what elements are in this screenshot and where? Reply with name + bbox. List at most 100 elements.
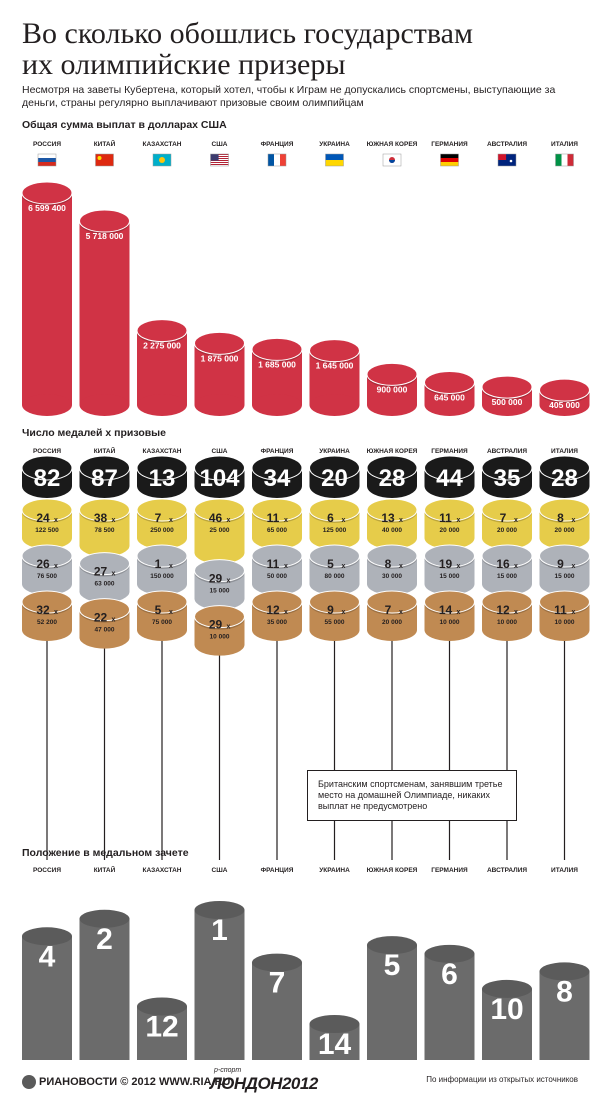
country-label-payout: ГЕРМАНИЯ [431, 141, 468, 148]
bronze-count-label: 12 [496, 603, 510, 617]
rank-label: 12 [145, 1010, 178, 1043]
country-label-rank: КАЗАХСТАН [143, 867, 182, 874]
payout-value-label: 645 000 [434, 392, 465, 402]
bronze-prize-label: 55 000 [325, 619, 345, 626]
silver-prize-label: 80 000 [325, 573, 345, 580]
russia-flag [37, 153, 57, 167]
gold-count-label: 13 [381, 511, 395, 525]
rank-label: 6 [441, 958, 458, 991]
gold-prize-label: 40 000 [382, 527, 402, 534]
sport-big-label: ЛОНДОН2012 [210, 1074, 318, 1093]
times-sign: х [227, 517, 231, 524]
silver-prize-label: 76 500 [37, 573, 57, 580]
title-line-1: Во сколько обошлись государствам [22, 17, 473, 50]
bronze-prize-label: 52 200 [37, 619, 57, 626]
total-medals-disk [481, 455, 533, 498]
gold-prize-label: 125 000 [323, 527, 347, 534]
country-label-payout: ИТАЛИЯ [551, 141, 578, 148]
payout-bar [21, 181, 73, 416]
gold-count-label: 7 [155, 511, 162, 525]
bronze-count-label: 11 [554, 603, 567, 617]
times-sign: х [112, 617, 116, 624]
total-medals-disk [79, 455, 130, 498]
rank-bar [79, 918, 130, 1060]
times-sign: х [457, 609, 461, 616]
country-label-payout: КИТАЙ [94, 139, 116, 148]
subtitle: Несмотря на заветы Кубертена, который хо… [22, 84, 556, 109]
rank-bar-top [252, 953, 302, 972]
times-sign: х [227, 578, 231, 585]
payout-value-label: 405 000 [549, 400, 580, 410]
country-label-medals: ГЕРМАНИЯ [431, 448, 468, 455]
total-medals-label: 44 [436, 465, 463, 492]
r-sport-logo: р-спорт ЛОНДОН2012 [210, 1067, 318, 1094]
country-label-rank: США [212, 867, 228, 874]
payout-bar [366, 362, 418, 416]
country-label-rank: АВСТРАЛИЯ [487, 867, 527, 874]
payout-bar [424, 370, 475, 416]
gold-count-label: 11 [439, 511, 452, 525]
bronze-medal-stack [251, 590, 303, 641]
bronze-prize-label: 20 000 [382, 619, 402, 626]
silver-medal-stack [481, 544, 533, 595]
total-medals-disk [366, 455, 418, 498]
country-label-payout: США [212, 141, 228, 148]
silver-prize-label: 15 000 [210, 588, 230, 595]
country-label-rank: КИТАЙ [94, 865, 116, 874]
total-medals-disk [539, 455, 590, 498]
times-sign: х [284, 609, 288, 616]
silver-medal-stack [424, 544, 475, 595]
times-sign: х [227, 624, 231, 631]
bronze-medal-stack [21, 590, 73, 641]
silver-medal-stack [309, 544, 360, 595]
rank-label: 1 [211, 914, 228, 947]
france-flag [267, 153, 287, 167]
germany-flag [440, 153, 459, 167]
silver-prize-label: 50 000 [267, 573, 287, 580]
gold-prize-label: 250 000 [150, 527, 174, 534]
times-sign: х [514, 563, 518, 570]
country-label-medals: ФРАНЦИЯ [261, 448, 294, 455]
times-sign: х [342, 517, 346, 524]
country-label-payout: АВСТРАЛИЯ [487, 141, 527, 148]
silver-count-label: 19 [439, 557, 453, 571]
country-label-payout: ФРАНЦИЯ [261, 141, 294, 148]
total-medals-label: 82 [34, 465, 61, 492]
rank-bar-top [22, 927, 72, 946]
page-title: Во сколько обошлись государствам их олим… [22, 18, 582, 80]
payout-bar [309, 339, 360, 416]
total-medals-disk [21, 455, 73, 498]
silver-prize-label: 15 000 [497, 573, 517, 580]
total-medals-disk [251, 455, 303, 498]
times-sign: х [54, 563, 58, 570]
gold-medal-stack [366, 498, 418, 549]
bronze-prize-label: 75 000 [152, 619, 172, 626]
bronze-count-label: 29 [209, 618, 223, 632]
section-rank-heading: Положение в медальном зачете [22, 847, 189, 859]
bronze-count-label: 32 [36, 603, 50, 617]
times-sign: х [54, 609, 58, 616]
times-sign: х [284, 517, 288, 524]
rank-bar-top [309, 1015, 360, 1033]
rank-bar [482, 988, 532, 1060]
payout-bar [539, 378, 590, 416]
times-sign: х [514, 517, 518, 524]
section-payout-heading: Общая сумма выплат в долларах США [22, 119, 227, 131]
payout-bar [136, 319, 188, 416]
bronze-count-label: 9 [327, 603, 334, 617]
silver-prize-label: 15 000 [440, 573, 460, 580]
rank-label: 8 [556, 975, 573, 1008]
silver-count-label: 11 [267, 557, 280, 571]
gold-count-label: 6 [327, 511, 334, 525]
times-sign: х [514, 609, 518, 616]
south-korea-flag [382, 153, 402, 167]
bronze-count-label: 5 [155, 603, 162, 617]
silver-medal-stack [194, 559, 245, 610]
times-sign: х [342, 563, 346, 570]
bronze-count-label: 22 [94, 611, 108, 625]
rank-label: 14 [318, 1028, 352, 1061]
country-label-payout: ЮЖНАЯ КОРЕЯ [367, 141, 418, 148]
total-medals-disk [194, 455, 245, 498]
times-sign: х [572, 563, 576, 570]
total-medals-label: 104 [199, 465, 240, 492]
